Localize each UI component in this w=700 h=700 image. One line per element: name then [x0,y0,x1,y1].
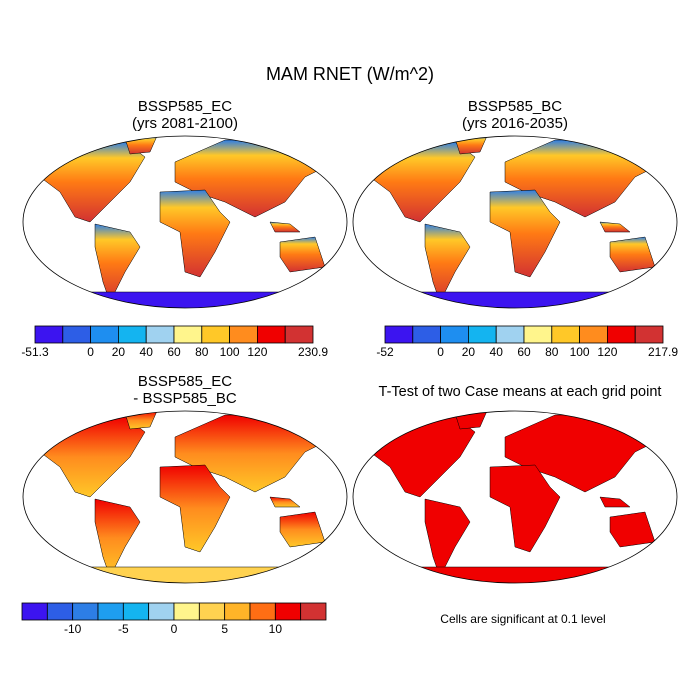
colorbar-box [300,602,327,621]
panel-subtitle: - BSSP585_BC [133,390,237,407]
colorbar-label: -5 [118,622,129,636]
colorbar-label: 100 [220,345,240,359]
panel-title: T-Test of two Case means at each grid po… [379,384,662,400]
colorbar-label: 80 [545,345,559,359]
panel-subtitle: (yrs 2081-2100) [132,115,238,132]
colorbar-box [412,325,441,344]
colorbar-label: 0 [171,622,178,636]
colorbar-label: -10 [64,622,82,636]
colorbar-label: 20 [462,345,476,359]
figure-title: MAM RNET (W/m^2) [266,64,434,84]
colorbar-box [256,325,286,344]
colorbar-box [122,602,150,621]
panel-title: BSSP585_EC [138,373,232,390]
colorbar-label: 20 [112,345,126,359]
colorbar-label: 80 [195,345,209,359]
colorbar-box [224,602,251,621]
colorbar-label: 60 [517,345,531,359]
colorbar-box [607,325,636,344]
colorbar-box [173,325,203,344]
colorbar-box [634,325,664,344]
colorbar-box [467,325,497,344]
colorbar-label: 120 [597,345,617,359]
colorbar-box [523,325,553,344]
map [23,411,347,587]
colorbar-box [495,325,525,344]
colorbar-label: 120 [247,345,267,359]
colorbar-label: 0 [87,345,94,359]
colorbar-box [21,602,48,621]
colorbar-label: -52 [376,345,394,359]
map [353,411,677,587]
colorbar-box [229,325,258,344]
colorbar-box [97,602,124,621]
colorbar-box [148,602,175,621]
colorbar-box [62,325,91,344]
colorbar-box [551,325,580,344]
map [353,136,677,312]
colorbar-box [34,325,64,344]
colorbar-box [274,602,302,621]
colorbar-box [198,602,226,621]
colorbar-box [440,325,469,344]
colorbar-box [90,325,119,344]
colorbar-label: 0 [437,345,444,359]
colorbar-box [249,602,276,621]
colorbar-label: 60 [167,345,181,359]
colorbar-box [118,325,147,344]
colorbar-label: 230.9 [298,345,328,359]
map [23,136,347,312]
colorbar-label: 217.9 [648,345,678,359]
colorbar-box [284,325,314,344]
colorbar-box [72,602,99,621]
panel-subtitle: (yrs 2016-2035) [462,115,568,132]
colorbar-label: 40 [490,345,504,359]
colorbar-label: 40 [140,345,154,359]
panel-note: Cells are significant at 0.1 level [440,612,605,626]
colorbar-box [173,602,200,621]
colorbar-label: 10 [269,622,283,636]
colorbar-label: 5 [221,622,228,636]
colorbar-box [201,325,231,344]
panel-title: BSSP585_BC [468,98,562,115]
colorbar-label: 100 [570,345,590,359]
colorbar-box [384,325,414,344]
colorbar-box [579,325,608,344]
colorbar-box [145,325,175,344]
colorbar-label: -51.3 [21,345,49,359]
panel-title: BSSP585_EC [138,98,232,115]
colorbar-box [46,602,74,621]
